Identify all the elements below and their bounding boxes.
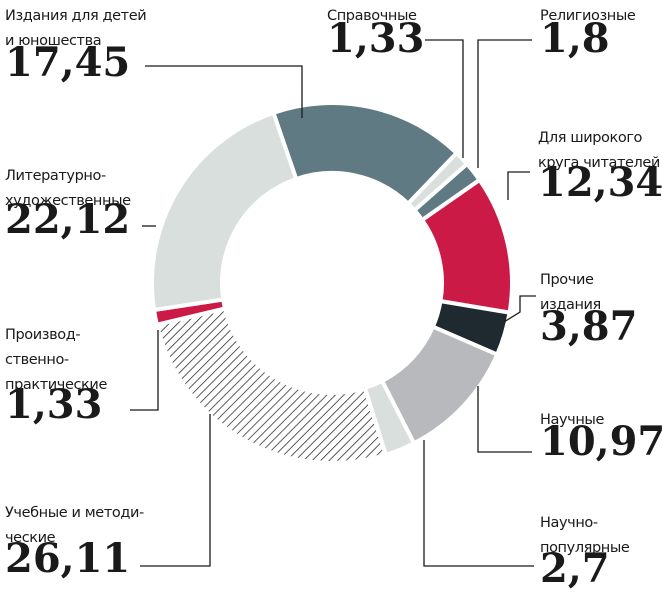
category-label-line: художественные [5, 193, 131, 209]
category-label: Издания для детей и юношества [5, 8, 146, 49]
category-label-line: Религиозные [540, 8, 636, 24]
value-label: 17,45 [5, 39, 130, 86]
category-label-line: Учебные и методи- [5, 505, 144, 521]
category-label: Религиозные [540, 8, 636, 24]
category-label-line: Производ- [5, 327, 80, 343]
connector [130, 330, 159, 411]
category-label: Научные [540, 412, 604, 428]
category-label-line: издания [540, 297, 601, 313]
category-label: Научно-популярные [540, 515, 630, 556]
value-label: 12,34 [538, 159, 662, 206]
category-label-line: популярные [540, 540, 630, 556]
value-label: 2,7 [540, 545, 610, 592]
category-label: Справочные [327, 8, 417, 24]
category-label-line: практические [5, 377, 107, 393]
category-label-line: Для широкого [538, 130, 643, 146]
category-label: Учебные и методи-ческие [5, 505, 144, 546]
category-label-line: круга читателей [538, 155, 660, 171]
category-label-line: ственно- [5, 352, 69, 368]
value-label: 26,11 [5, 535, 130, 582]
value-label: 10,97 [540, 418, 662, 465]
connector [503, 295, 536, 323]
value-label: 3,87 [540, 303, 637, 350]
connector [425, 39, 464, 158]
category-label-line: Научные [540, 412, 604, 428]
value-label: 1,33 [5, 381, 102, 428]
category-label: Прочие издания [540, 272, 601, 313]
category-label: Производ-ственно-практические [5, 327, 107, 393]
category-label-line: и юношества [5, 33, 101, 49]
connector [423, 440, 534, 567]
category-label-line: ческие [5, 530, 56, 546]
connector [140, 414, 211, 567]
connector [477, 39, 532, 168]
donut-segment [154, 306, 389, 465]
connector [477, 386, 532, 453]
category-label: Для широкого круга читателей [538, 130, 660, 171]
value-label: 1,33 [327, 15, 424, 62]
value-label: 22,12 [5, 196, 130, 243]
connector [507, 171, 530, 200]
category-label-line: Научно- [540, 515, 598, 531]
donut-segment [150, 110, 299, 313]
category-label-line: Справочные [327, 8, 417, 24]
category-label-line: Литературно- [5, 168, 106, 184]
value-label: 1,8 [540, 15, 610, 62]
connector [145, 65, 303, 118]
category-label-line: Прочие [540, 272, 594, 288]
category-label: Литературно-художественные [5, 168, 131, 209]
category-label-line: Издания для детей [5, 8, 146, 24]
